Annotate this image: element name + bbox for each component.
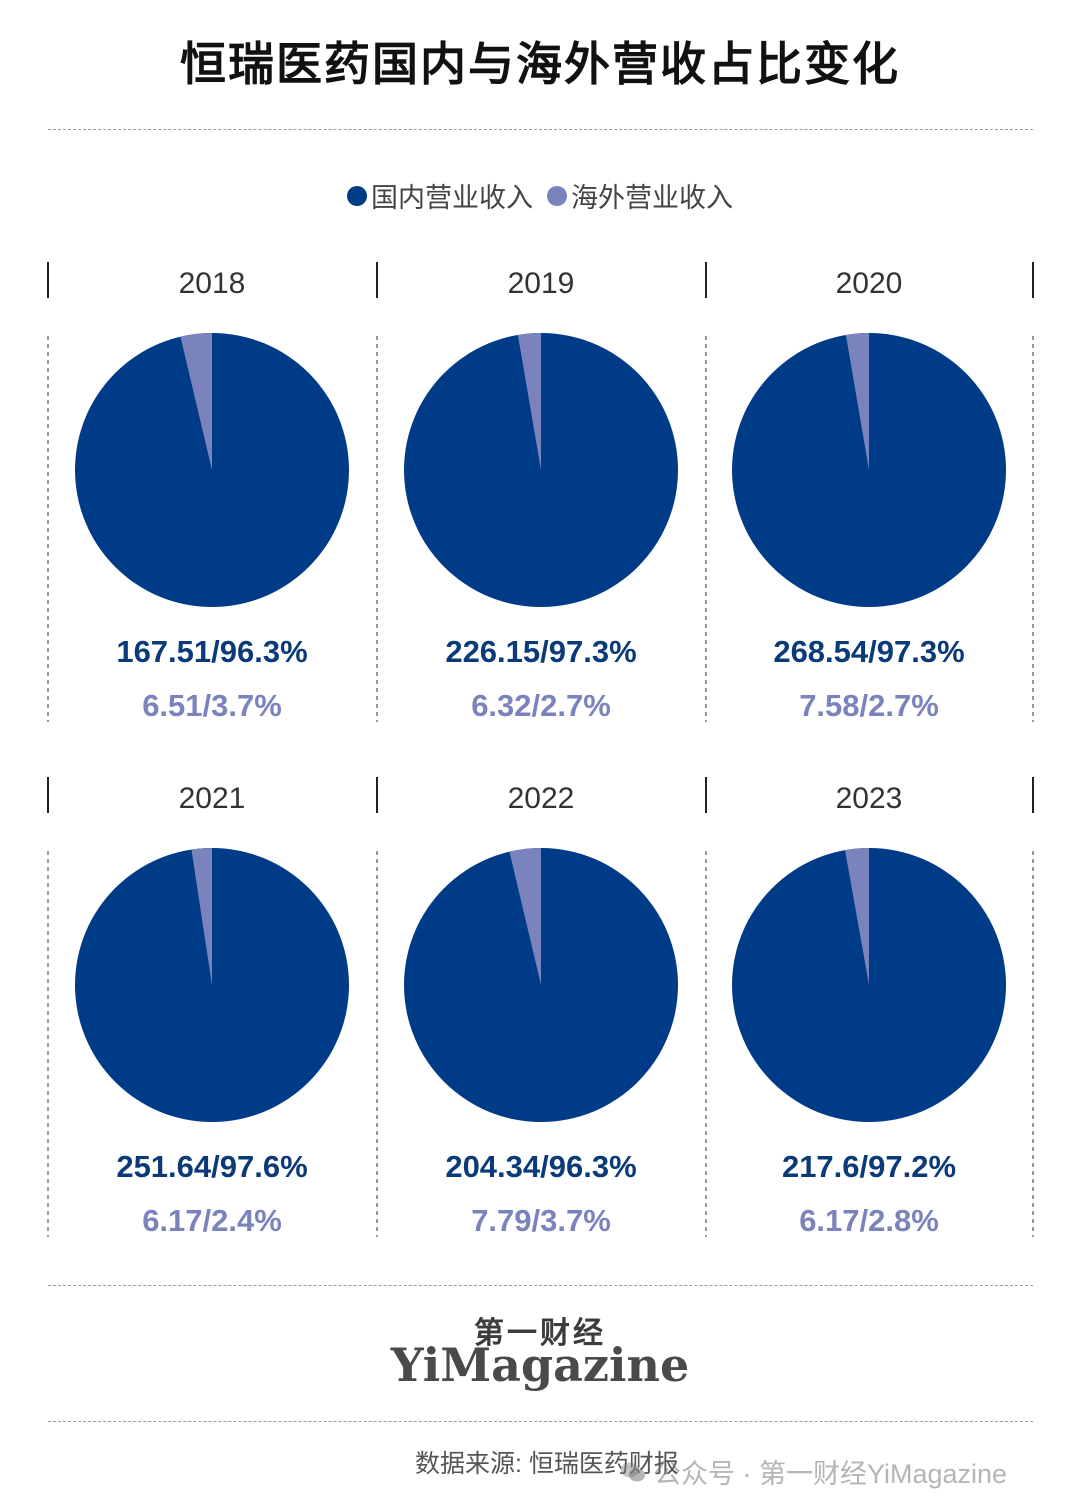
legend-item-domestic: 国内营业收入 bbox=[347, 176, 533, 215]
overseas-value-label: 6.17/2.8% bbox=[799, 1203, 939, 1238]
legend-dot-overseas bbox=[547, 185, 567, 206]
overseas-value-label: 6.32/2.7% bbox=[471, 688, 611, 723]
overseas-value-label: 7.79/3.7% bbox=[471, 1203, 611, 1238]
top-divider bbox=[48, 129, 1033, 130]
chart-title: 恒瑞医药国内与海外营收占比变化 bbox=[180, 38, 900, 90]
legend: 国内营业收入 海外营业收入 bbox=[0, 176, 1080, 215]
brand-name-cn: 第一财经 bbox=[474, 1317, 606, 1350]
pie-panel-2021: 2021 251.64/97.6% 6.17/2.4% bbox=[75, 782, 349, 1238]
pie-panel-2023: 2023 217.6/97.2% 6.17/2.8% bbox=[732, 782, 1006, 1238]
wechat-icon bbox=[621, 1462, 645, 1481]
pie-slice-overseas bbox=[845, 848, 869, 985]
overseas-value-label: 6.51/3.7% bbox=[142, 688, 282, 723]
domestic-value-label: 226.15/97.3% bbox=[445, 634, 636, 669]
pie-slice-overseas bbox=[180, 333, 212, 470]
domestic-value-label: 167.51/96.3% bbox=[116, 634, 307, 669]
brand-logo-en: YiMagazine bbox=[390, 1338, 690, 1392]
year-label: 2018 bbox=[179, 267, 246, 300]
year-label: 2023 bbox=[836, 782, 903, 815]
pie-slice-overseas bbox=[517, 333, 541, 470]
pie-panel-2018: 2018 167.51/96.3% 6.51/3.7% bbox=[75, 267, 349, 723]
pie-slice-overseas bbox=[509, 848, 541, 985]
legend-label-overseas: 海外营业收入 bbox=[571, 183, 733, 213]
legend-item-overseas: 海外营业收入 bbox=[547, 176, 733, 215]
pie-slice-overseas bbox=[191, 848, 212, 985]
legend-dot-domestic bbox=[347, 185, 367, 206]
year-label: 2019 bbox=[508, 267, 575, 300]
domestic-value-label: 251.64/97.6% bbox=[116, 1149, 307, 1184]
overseas-value-label: 6.17/2.4% bbox=[142, 1203, 282, 1238]
domestic-value-label: 217.6/97.2% bbox=[782, 1149, 956, 1184]
watermark: 公众号 · 第一财经YiMagazine bbox=[620, 1452, 1007, 1491]
domestic-value-label: 268.54/97.3% bbox=[773, 634, 964, 669]
watermark-text: 公众号 · 第一财经YiMagazine bbox=[654, 1459, 1008, 1489]
bottom-divider-1 bbox=[48, 1285, 1033, 1286]
pie-panel-2019: 2019 226.15/97.3% 6.32/2.7% bbox=[404, 267, 678, 723]
overseas-value-label: 7.58/2.7% bbox=[799, 688, 939, 723]
pie-panel-2022: 2022 204.34/96.3% 7.79/3.7% bbox=[404, 782, 678, 1238]
year-label: 2021 bbox=[179, 782, 246, 815]
pie-panel-2020: 2020 268.54/97.3% 7.58/2.7% bbox=[732, 267, 1006, 723]
legend-label-domestic: 国内营业收入 bbox=[371, 183, 533, 213]
year-label: 2022 bbox=[508, 782, 575, 815]
pie-slice-overseas bbox=[845, 333, 869, 470]
domestic-value-label: 204.34/96.3% bbox=[445, 1149, 636, 1184]
bottom-divider-2 bbox=[48, 1421, 1033, 1422]
year-label: 2020 bbox=[836, 267, 903, 300]
